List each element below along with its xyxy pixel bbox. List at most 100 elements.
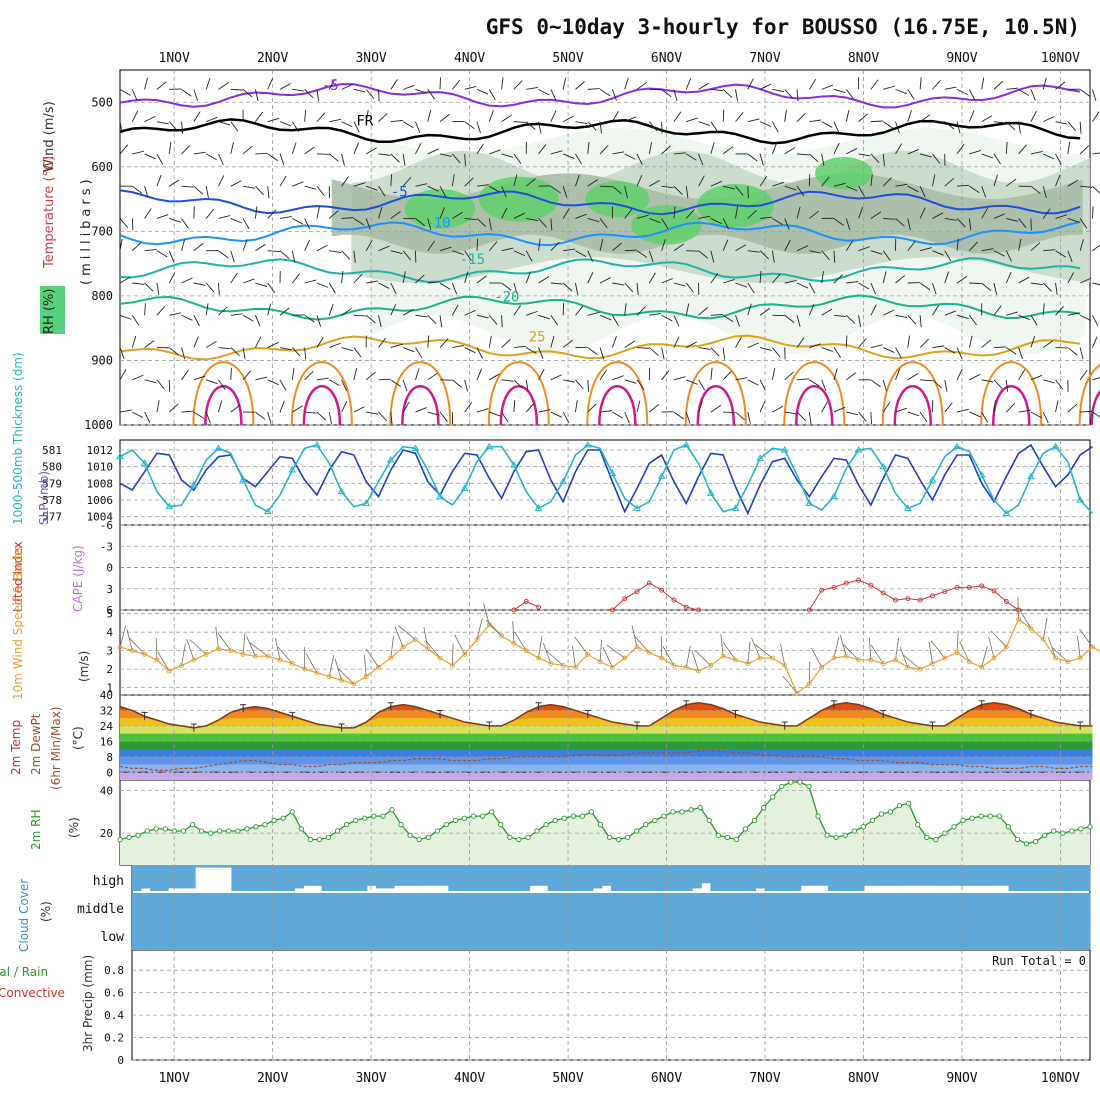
wind-barb bbox=[365, 314, 376, 324]
wind-barb bbox=[353, 218, 365, 226]
wind-barb bbox=[1018, 347, 1023, 360]
x-tick-label-top: 8NOV bbox=[848, 51, 879, 66]
wind-barb bbox=[895, 121, 900, 134]
wind-barb bbox=[538, 369, 545, 381]
wind10m-barb bbox=[390, 636, 394, 659]
wind-barb bbox=[243, 185, 255, 189]
wind-barb bbox=[1030, 89, 1036, 101]
cloud-high-cell bbox=[1071, 865, 1082, 891]
wind10m-point bbox=[1016, 616, 1022, 622]
cloud-mid-cell bbox=[683, 893, 693, 950]
wind-barb bbox=[956, 238, 959, 251]
thickness-point bbox=[140, 459, 149, 466]
wind-barb bbox=[747, 209, 757, 219]
wind-barb bbox=[1079, 347, 1084, 360]
temp-tick-label: 40 bbox=[100, 689, 113, 702]
wind-barb bbox=[562, 411, 570, 423]
rh2m-point bbox=[407, 832, 413, 838]
wind-barb bbox=[119, 121, 123, 134]
rh2m-point bbox=[679, 809, 685, 815]
wind-barb bbox=[341, 401, 348, 413]
wind-barb bbox=[686, 341, 698, 348]
wind-barb bbox=[205, 411, 211, 424]
rh2m-point bbox=[706, 817, 712, 824]
thickness-point bbox=[583, 441, 592, 448]
wind-barb bbox=[489, 411, 501, 417]
cloud-mid-cell bbox=[873, 893, 883, 950]
wind-barb bbox=[378, 113, 388, 122]
wind-barb bbox=[291, 273, 301, 284]
wind10m-barb bbox=[451, 643, 454, 666]
wind-barb bbox=[809, 379, 820, 387]
wind-barb bbox=[242, 218, 250, 230]
wind-barb bbox=[279, 216, 292, 219]
wind-barb bbox=[661, 314, 673, 322]
wind10m-barb bbox=[903, 654, 921, 670]
wind-barb bbox=[501, 379, 514, 382]
wind10m-barb bbox=[186, 638, 195, 661]
thickness-point bbox=[485, 442, 494, 450]
cloud-mid-cell bbox=[430, 893, 440, 950]
wind-barb bbox=[698, 400, 703, 413]
wind-barb bbox=[255, 336, 262, 348]
cloud-high-cell bbox=[168, 865, 178, 889]
wind-barb bbox=[611, 89, 617, 101]
wind-barb bbox=[772, 405, 784, 413]
wind-barb bbox=[525, 271, 531, 284]
cloud-high-cell bbox=[213, 865, 223, 868]
cloud-mid-cell bbox=[900, 893, 910, 950]
wind-barb bbox=[267, 78, 274, 90]
li-tick-label: 6 bbox=[106, 604, 113, 617]
wind10m-point bbox=[326, 674, 332, 679]
wind10m-barb bbox=[1079, 628, 1093, 648]
wind-barb bbox=[661, 89, 672, 98]
wind10m-barb bbox=[1019, 609, 1032, 629]
wind10m-point bbox=[252, 653, 258, 659]
wind-barb bbox=[993, 346, 1006, 348]
cloud-high-cell bbox=[674, 865, 684, 891]
rh2m-point bbox=[715, 832, 721, 838]
wind-barb bbox=[833, 88, 846, 94]
wind-barb bbox=[144, 411, 151, 424]
wind-barb bbox=[710, 367, 713, 380]
cloud-mid-cell bbox=[457, 893, 467, 950]
wind-barb bbox=[907, 335, 910, 348]
cloud-mid-cell bbox=[141, 893, 151, 950]
wind-barb bbox=[366, 185, 378, 191]
rh2m-point bbox=[380, 813, 386, 819]
wind-barb bbox=[1055, 250, 1066, 258]
cloud-high-cell bbox=[791, 865, 802, 891]
wind-barb bbox=[920, 379, 933, 382]
wind-barb bbox=[390, 282, 397, 294]
thickness-point bbox=[362, 499, 371, 506]
cloud-mid-cell bbox=[692, 893, 702, 950]
cloud-high-cell bbox=[1080, 865, 1091, 891]
wind-barb bbox=[513, 174, 518, 187]
wind-barb bbox=[156, 282, 160, 295]
thickness-point bbox=[682, 441, 691, 448]
lifted-index-point bbox=[856, 577, 862, 583]
wind-barb bbox=[698, 153, 704, 166]
wind-barb bbox=[526, 310, 538, 316]
cloud-mid-cell bbox=[511, 893, 522, 950]
cloud-high-cell bbox=[520, 865, 531, 891]
wind-barb bbox=[956, 408, 969, 413]
wind-barb bbox=[304, 185, 317, 190]
cloud-mid-cell bbox=[520, 893, 531, 950]
wind-barb bbox=[452, 211, 463, 219]
wind-barb bbox=[390, 79, 398, 90]
wind-barb bbox=[710, 250, 715, 263]
wind-barb bbox=[759, 379, 766, 391]
wind-barb bbox=[119, 218, 129, 228]
wind-barb bbox=[255, 152, 268, 155]
wind10m-point bbox=[339, 677, 345, 683]
wind-barb bbox=[439, 246, 452, 252]
x-tick-label-bottom: 7NOV bbox=[749, 1071, 780, 1086]
wind-barb bbox=[304, 109, 307, 122]
cloud-mid-cell bbox=[493, 893, 503, 950]
wind-barb bbox=[562, 153, 575, 159]
rh2m-point bbox=[779, 783, 785, 790]
wind-barb bbox=[944, 271, 950, 284]
wind-barb bbox=[144, 77, 148, 90]
wind-barb bbox=[513, 379, 523, 389]
